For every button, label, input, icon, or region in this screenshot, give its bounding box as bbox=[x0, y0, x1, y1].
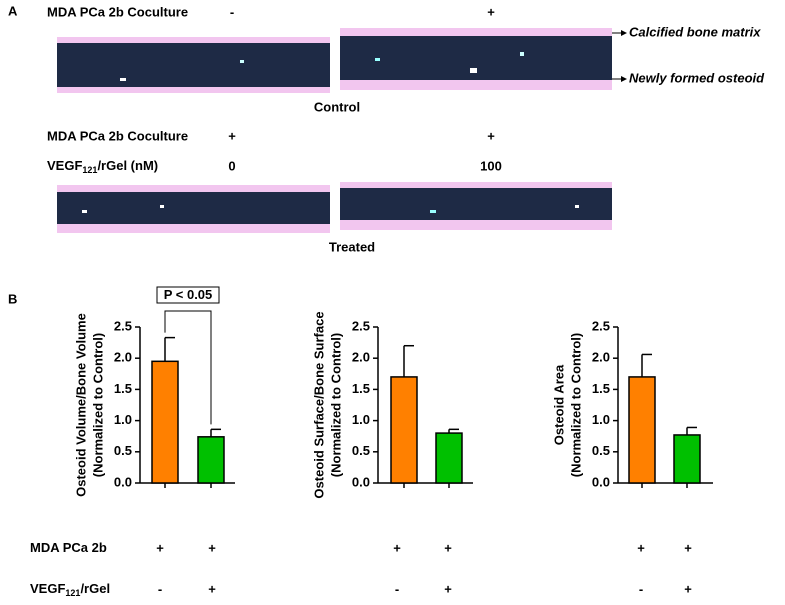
histology-image bbox=[340, 28, 612, 90]
label-sub: 121 bbox=[82, 165, 97, 175]
label-part: VEGF bbox=[47, 158, 82, 173]
sign: + bbox=[393, 540, 401, 555]
label-part: MDA PCa 2b bbox=[30, 540, 107, 555]
sign: + bbox=[684, 540, 692, 555]
sign: + bbox=[208, 540, 216, 555]
y-tick-label: 0.0 bbox=[352, 474, 370, 489]
dose: 100 bbox=[480, 158, 502, 173]
row-label: MDA PCa 2b bbox=[30, 540, 107, 555]
row-label: VEGF121/rGel (nM) bbox=[47, 158, 158, 175]
y-tick-label: 1.0 bbox=[592, 412, 610, 427]
annotation: Newly formed osteoid bbox=[629, 70, 765, 85]
sign: - bbox=[639, 581, 643, 596]
y-tick-label: 2.5 bbox=[592, 318, 610, 333]
histology-image bbox=[57, 37, 330, 93]
bar bbox=[151, 360, 179, 484]
dose: 0 bbox=[228, 158, 235, 173]
y-axis-label: (Normalized to Control) bbox=[568, 333, 583, 477]
sign: + bbox=[444, 540, 452, 555]
row-label: MDA PCa 2b Coculture bbox=[47, 128, 188, 143]
y-tick-label: 0.0 bbox=[114, 474, 132, 489]
panel-label: A bbox=[8, 3, 18, 18]
sign: + bbox=[444, 581, 452, 596]
y-tick-label: 0.5 bbox=[114, 443, 132, 458]
group-label: Control bbox=[314, 99, 360, 114]
bar bbox=[390, 376, 418, 484]
sign: + bbox=[684, 581, 692, 596]
y-tick-label: 0.5 bbox=[352, 443, 370, 458]
label-part: /rGel (nM) bbox=[97, 158, 158, 173]
histology-image bbox=[340, 182, 612, 230]
y-tick-label: 1.5 bbox=[592, 381, 610, 396]
sign: + bbox=[487, 4, 495, 19]
bar bbox=[628, 376, 656, 484]
row-label: MDA PCa 2b Coculture bbox=[47, 4, 188, 19]
sign: + bbox=[208, 581, 216, 596]
y-tick-label: 1.0 bbox=[352, 412, 370, 427]
y-tick-label: 2.5 bbox=[352, 318, 370, 333]
label-sub: 121 bbox=[65, 588, 80, 598]
y-tick-label: 1.5 bbox=[114, 381, 132, 396]
y-axis-label: (Normalized to Control) bbox=[90, 333, 105, 477]
significance-bracket bbox=[164, 310, 212, 425]
annotation-box bbox=[156, 286, 220, 304]
sign: + bbox=[487, 128, 495, 143]
sign: - bbox=[230, 4, 234, 19]
label-part: VEGF bbox=[30, 581, 65, 596]
y-tick-label: 2.0 bbox=[592, 350, 610, 365]
y-axis-label: Osteoid Surface/Bone Surface bbox=[311, 311, 326, 498]
y-tick-label: 2.0 bbox=[114, 350, 132, 365]
bar bbox=[435, 432, 463, 484]
histology-image bbox=[57, 185, 330, 233]
sign: - bbox=[158, 581, 162, 596]
y-tick-label: 0.0 bbox=[592, 474, 610, 489]
label-part: /rGel bbox=[80, 581, 110, 596]
group-label: Treated bbox=[329, 239, 375, 254]
sign: + bbox=[156, 540, 164, 555]
y-tick-label: 2.5 bbox=[114, 318, 132, 333]
y-axis-label: Osteoid Area bbox=[551, 364, 566, 445]
y-tick-label: 0.5 bbox=[592, 443, 610, 458]
y-axis-label: Osteoid Volume/Bone Volume bbox=[73, 313, 88, 497]
annotation: P < 0.05 bbox=[164, 287, 213, 302]
bar bbox=[673, 434, 701, 484]
y-tick-label: 1.5 bbox=[352, 381, 370, 396]
sign: - bbox=[395, 581, 399, 596]
panel-label: B bbox=[8, 291, 17, 306]
sign: + bbox=[637, 540, 645, 555]
y-axis-label: (Normalized to Control) bbox=[328, 333, 343, 477]
sign: + bbox=[228, 128, 236, 143]
bar bbox=[197, 436, 225, 484]
y-tick-label: 1.0 bbox=[114, 412, 132, 427]
row-label: VEGF121/rGel bbox=[30, 581, 110, 598]
y-tick-label: 2.0 bbox=[352, 350, 370, 365]
annotation: Calcified bone matrix bbox=[629, 24, 761, 39]
